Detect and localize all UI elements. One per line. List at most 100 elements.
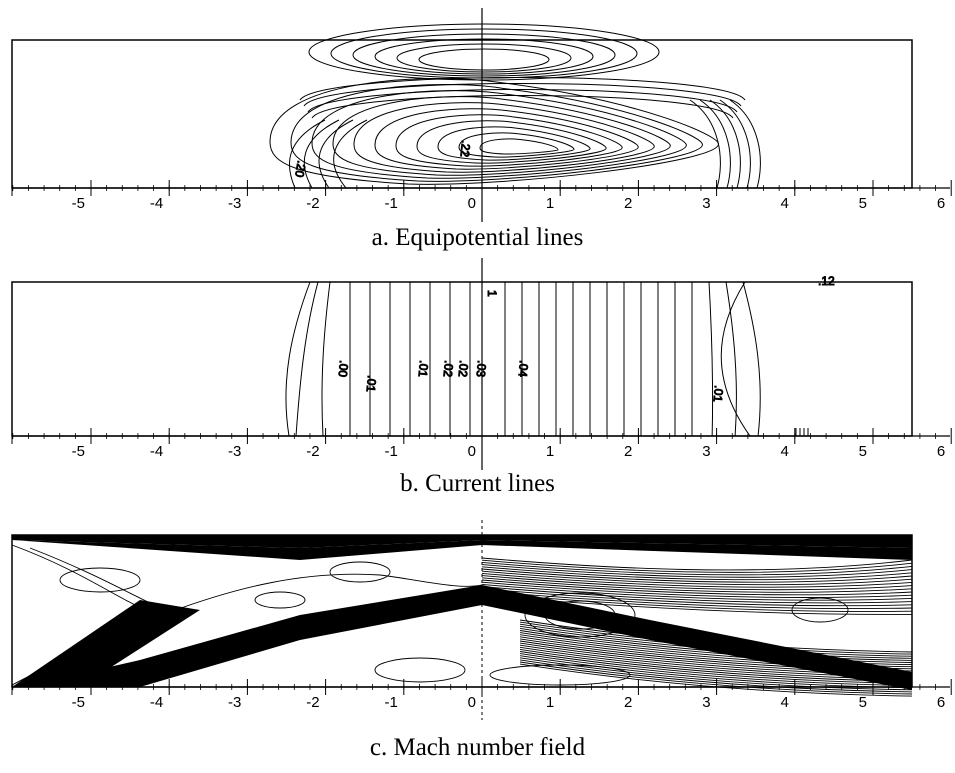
- tick-label: -5: [72, 694, 85, 711]
- mach-contour: [519, 640, 913, 674]
- contour-line: [395, 114, 623, 167]
- current-line: [321, 281, 331, 437]
- mach-contour: [481, 594, 913, 615]
- mach-contour-loop: [524, 592, 636, 638]
- mach-contour: [519, 659, 913, 693]
- mach-contour: [519, 644, 913, 678]
- tick-label: 0: [468, 694, 476, 711]
- contour-label: .12: [818, 274, 835, 288]
- mach-contour: [481, 579, 913, 596]
- mach-contour: [169, 573, 483, 613]
- mach-contour: [481, 575, 913, 591]
- tick-label: 4: [780, 443, 788, 460]
- mach-contour: [519, 619, 913, 653]
- contour-line: [299, 77, 746, 101]
- panel-current-lines: .00.01.01.02.02.03.04.01.121 -5 -4 -3 -2 -1 0…: [11, 258, 952, 470]
- tick-label: 3: [702, 694, 710, 711]
- mach-contour: [519, 646, 913, 680]
- tick-label: -4: [150, 443, 163, 460]
- contour-line: [374, 108, 639, 170]
- contour-line: [479, 138, 559, 155]
- tick-label: -1: [384, 694, 397, 711]
- mach-contour: [519, 632, 913, 666]
- contour-line: [374, 38, 594, 75]
- tick-label: 4: [780, 694, 788, 711]
- tick-label: 1: [546, 443, 554, 460]
- mach-contour: [519, 651, 913, 684]
- shock-band-top-lower: [12, 540, 912, 560]
- tick-label: -5: [72, 443, 85, 460]
- mach-contour: [519, 630, 913, 663]
- contour-line: [689, 99, 721, 189]
- contour-label: .02: [441, 360, 456, 378]
- tick-label: 3: [702, 443, 710, 460]
- tick-label: 6: [937, 195, 945, 212]
- mach-contour-loop: [374, 657, 466, 683]
- mach-contour: [519, 636, 913, 670]
- tick-label: -1: [384, 443, 397, 460]
- panel-a-contours: .20 .22: [269, 23, 761, 189]
- mach-contour: [481, 566, 913, 581]
- contour-line: [352, 33, 616, 77]
- mach-contour: [519, 625, 913, 659]
- mach-contour-loop: [791, 597, 849, 623]
- mach-contour-loop: [329, 561, 391, 583]
- mach-contour: [519, 634, 913, 668]
- contour-line: [307, 89, 738, 113]
- contour-line: [332, 96, 671, 176]
- panel-b-frame: [11, 281, 913, 437]
- current-line: [720, 281, 751, 437]
- tick-label: -4: [150, 195, 163, 212]
- tick-label: 4: [780, 195, 788, 212]
- contour-line: [311, 95, 734, 119]
- contour-line: [458, 132, 575, 158]
- contour-line: [308, 23, 660, 81]
- current-line: [725, 281, 737, 437]
- contour-line: [416, 120, 607, 164]
- mach-contour: [481, 561, 913, 576]
- current-line: [742, 281, 761, 437]
- contour-label: 1: [485, 290, 499, 297]
- contour-line: [353, 102, 655, 173]
- contour-line: [290, 84, 703, 182]
- panel-b-contours: .00.01.01.02.02.03.04.01.121: [285, 274, 836, 437]
- shock-band-top: [12, 535, 912, 548]
- tick-label: 0: [468, 195, 476, 212]
- panel-c-x-axis: -5 -4 -3 -2 -1 0 1 2 3 4 5 6: [11, 679, 952, 711]
- tick-label: -5: [72, 195, 85, 212]
- tick-label: 6: [937, 694, 945, 711]
- contour-label: .01: [711, 385, 726, 403]
- tick-label: 2: [624, 443, 632, 460]
- mach-contour: [481, 568, 913, 583]
- tick-label: -2: [306, 443, 319, 460]
- contour-label: .00: [336, 360, 351, 378]
- mach-contour: [481, 588, 913, 607]
- tick-label: 5: [859, 195, 867, 212]
- tick-label: 2: [624, 694, 632, 711]
- mach-contour: [519, 621, 913, 655]
- tick-label: 3: [702, 195, 710, 212]
- contour-line: [729, 99, 761, 189]
- mach-contour: [481, 590, 913, 609]
- mach-contour: [519, 627, 913, 661]
- caption-b: b. Current lines: [400, 470, 555, 497]
- mach-contour: [481, 564, 913, 578]
- contour-line: [719, 99, 751, 189]
- mach-contour: [481, 557, 913, 571]
- mach-contour: [519, 642, 913, 676]
- contour-label: .03: [474, 360, 489, 378]
- mach-contour: [481, 583, 913, 601]
- contour-line: [699, 99, 731, 189]
- panel-c-contours: [11, 535, 913, 697]
- mach-contour: [481, 559, 913, 573]
- mach-contour: [481, 586, 913, 604]
- current-line: [285, 281, 311, 437]
- contour-label: .01: [416, 360, 431, 378]
- contour-line: [437, 126, 591, 161]
- contour-label: .01: [364, 375, 379, 393]
- caption-a: a. Equipotential lines: [371, 224, 584, 251]
- mach-contour: [481, 570, 913, 586]
- contour-line: [318, 119, 354, 189]
- contour-line: [303, 83, 742, 107]
